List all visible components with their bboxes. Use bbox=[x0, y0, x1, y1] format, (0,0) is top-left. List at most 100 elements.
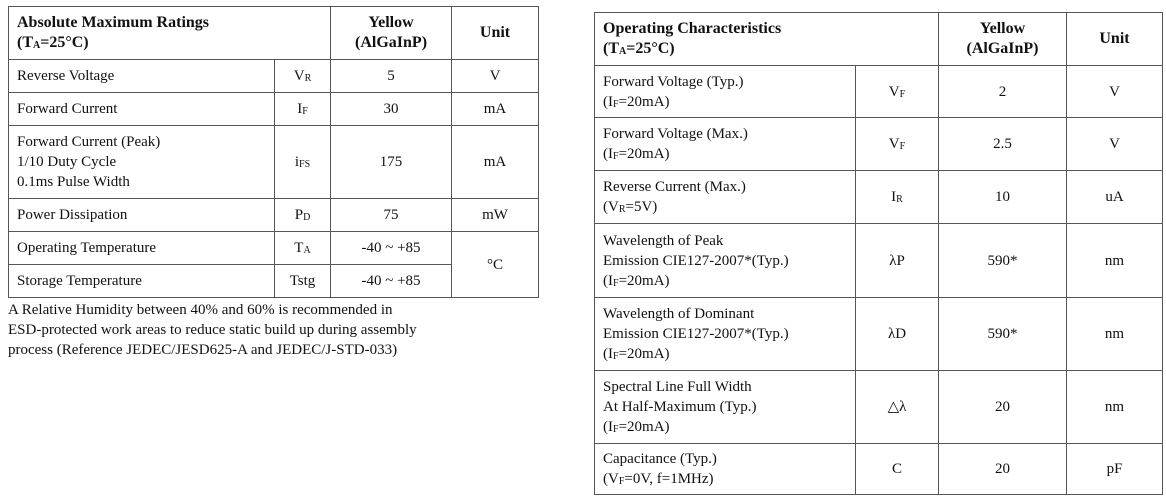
text-line: 590* bbox=[987, 326, 1018, 342]
text: I bbox=[297, 101, 303, 117]
text-line: Reverse Current (Max.) bbox=[603, 179, 746, 195]
text: I bbox=[891, 189, 897, 205]
text-line: -40 ~ +85 bbox=[361, 273, 421, 289]
subscript: F bbox=[618, 476, 625, 487]
text: =25°C) bbox=[40, 34, 89, 51]
subscript: A bbox=[303, 245, 311, 256]
cell: iFS bbox=[273, 125, 332, 199]
text-line: nm bbox=[1104, 252, 1125, 269]
text-line: Spectral Line Full Width bbox=[603, 379, 752, 395]
header-cell: Yellow (AlGaInP) bbox=[330, 6, 453, 60]
subscript: A bbox=[33, 40, 41, 51]
data-row: Forward Current IF 30 mA bbox=[8, 92, 540, 126]
subscript: D bbox=[303, 212, 311, 223]
subscript: F bbox=[613, 424, 619, 435]
cell: VF bbox=[855, 65, 939, 118]
cell: uA bbox=[1066, 170, 1163, 224]
text: =20mA) bbox=[618, 93, 670, 110]
text-line: (IF=20mA) bbox=[603, 144, 847, 164]
data-row: Spectral Line Full Width At Half-Maximum … bbox=[594, 370, 1163, 444]
data-row: Operating Temperature TA -40 ~ +85 °C bbox=[8, 231, 540, 298]
text-line: uA bbox=[1105, 189, 1124, 205]
text-line: Wavelength of Dominant bbox=[603, 306, 755, 322]
text-line: V bbox=[1109, 83, 1120, 100]
data-row: Power Dissipation PD 75 mW bbox=[8, 198, 540, 232]
text-line: (TA=25°C) bbox=[603, 39, 930, 59]
cell: Spectral Line Full Width At Half-Maximum … bbox=[594, 370, 856, 444]
text-line: mA bbox=[483, 101, 507, 117]
text: =0V, f=1MHz) bbox=[624, 471, 714, 487]
subscript: R bbox=[896, 194, 903, 205]
text-line: Wavelength of Peak bbox=[603, 232, 724, 249]
text: (T bbox=[603, 40, 619, 57]
text-line: (IF=20mA) bbox=[603, 271, 847, 291]
data-row: Storage Temperature Tstg -40 ~ +85 bbox=[8, 264, 539, 298]
note: A Relative Humidity between 40% and 60% … bbox=[8, 300, 417, 360]
text-line: Forward Current bbox=[17, 101, 118, 117]
cell: nm bbox=[1066, 297, 1163, 371]
cell: Storage Temperature bbox=[8, 264, 275, 298]
cell: mW bbox=[451, 198, 540, 232]
text-line: Emission CIE127-2007*(Typ.) bbox=[603, 326, 789, 342]
header-cell: Absolute Maximum Ratings (TA=25°C) bbox=[7, 6, 332, 60]
cell: Capacitance (Typ.) (VF=0V, f=1MHz) bbox=[594, 443, 856, 495]
text-line: Operating Temperature bbox=[17, 240, 157, 256]
text-line: pF bbox=[1106, 461, 1123, 477]
subscript: F bbox=[613, 151, 619, 162]
text-line: mW bbox=[482, 207, 508, 223]
text: =20mA) bbox=[618, 419, 670, 435]
cell: -40 ~ +85 bbox=[330, 231, 453, 265]
text: (I bbox=[603, 93, 613, 110]
text: (V bbox=[603, 199, 619, 215]
text-line: 2 bbox=[998, 83, 1007, 100]
subscript: R bbox=[618, 204, 626, 215]
data-row: Reverse Voltage VR 5 V bbox=[8, 59, 540, 93]
text: =5V) bbox=[625, 199, 658, 215]
text-line: Reverse Voltage bbox=[17, 68, 115, 84]
text-line: -40 ~ +85 bbox=[361, 240, 421, 256]
text-line: (AlGaInP) bbox=[966, 40, 1039, 57]
subscript: F bbox=[899, 141, 906, 152]
text: (I bbox=[603, 346, 613, 362]
text-line: VF bbox=[864, 82, 930, 102]
cell: 2.5 bbox=[938, 117, 1067, 171]
text: (T bbox=[17, 34, 33, 51]
cell: °C bbox=[451, 231, 540, 298]
cell: Wavelength of Dominant Emission CIE127-20… bbox=[594, 297, 856, 371]
cell: 175 bbox=[330, 125, 453, 199]
subscript: F bbox=[613, 351, 619, 362]
data-row: Reverse Current (Max.) (VR=5V) IR 10 uA bbox=[594, 170, 1163, 224]
text-line: (IF=20mA) bbox=[603, 92, 847, 112]
cell: C bbox=[855, 443, 939, 495]
text: (V bbox=[603, 471, 619, 487]
subscript: FS bbox=[299, 159, 311, 170]
cell: Reverse Voltage bbox=[8, 59, 275, 93]
header-cell: Operating Characteristics (TA=25°C) bbox=[594, 12, 939, 66]
text-line: 30 bbox=[383, 101, 399, 117]
cell: -40 ~ +85 bbox=[330, 264, 453, 298]
text: =20mA) bbox=[618, 346, 670, 362]
text-line: 1/10 Duty Cycle bbox=[17, 154, 117, 170]
text-line: Power Dissipation bbox=[17, 207, 128, 223]
text-line: ESD-protected work areas to reduce stati… bbox=[8, 322, 417, 338]
ratings-table: Absolute Maximum Ratings (TA=25°C) Yellow(… bbox=[7, 6, 540, 298]
cell: mA bbox=[451, 125, 540, 199]
text-line: mA bbox=[483, 154, 507, 170]
data-row: Wavelength of Peak Emission CIE127-2007*(… bbox=[594, 223, 1163, 298]
cell: Forward Voltage (Max.) (IF=20mA) bbox=[594, 117, 856, 171]
text-line: V bbox=[489, 68, 501, 84]
header-cell: Yellow (AlGaInP) bbox=[938, 12, 1067, 66]
cell: λD bbox=[855, 297, 939, 371]
subscript: F bbox=[302, 106, 308, 117]
cell: pF bbox=[1066, 443, 1163, 495]
text: V bbox=[293, 68, 305, 84]
cell: 2 bbox=[938, 65, 1067, 118]
text-line: IF bbox=[283, 99, 322, 119]
text-line: nm bbox=[1104, 326, 1125, 342]
text-line: VF bbox=[864, 134, 930, 154]
text-line: °C bbox=[487, 256, 504, 273]
cell: Power Dissipation bbox=[8, 198, 275, 232]
text: i bbox=[294, 154, 300, 170]
text-line: VR bbox=[283, 66, 322, 86]
